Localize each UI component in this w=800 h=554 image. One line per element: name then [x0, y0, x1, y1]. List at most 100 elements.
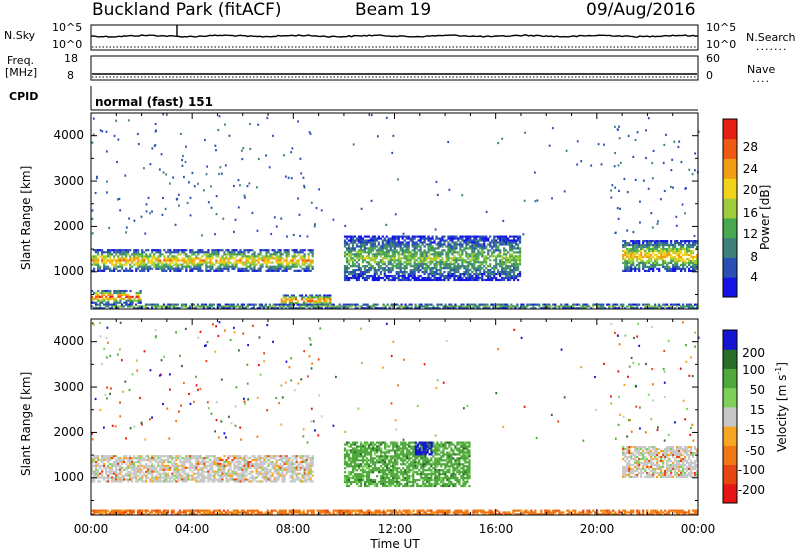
heatmap-cell — [343, 278, 347, 282]
heatmap-cell — [674, 251, 677, 255]
heatmap-cell — [189, 265, 192, 268]
heatmap-cell — [485, 257, 488, 260]
heatmap-cell — [199, 480, 202, 483]
heatmap-cell — [207, 472, 210, 475]
heatmap-cell — [381, 269, 384, 272]
heatmap-cell — [477, 257, 480, 260]
heatmap-cell — [419, 257, 422, 260]
heatmap-cell — [271, 472, 274, 475]
heatmap-cell — [325, 302, 328, 305]
heatmap-cell — [485, 274, 488, 278]
heatmap-cell — [455, 245, 458, 248]
heatmap-cell — [233, 457, 236, 460]
heatmap-cell — [361, 243, 365, 246]
heatmap-cell — [127, 474, 130, 477]
heatmap-cell — [381, 249, 384, 252]
heatmap-cell — [460, 307, 463, 310]
heatmap-cell — [213, 249, 216, 252]
heatmap-cell — [119, 472, 122, 475]
heatmap-cell — [666, 265, 669, 269]
heatmap-cell — [195, 478, 198, 481]
heatmap-cell — [107, 255, 110, 258]
heatmap-cell — [241, 478, 244, 481]
heatmap-cell — [491, 251, 494, 254]
heatmap-cell — [413, 271, 416, 274]
heatmap-cell — [217, 462, 220, 466]
heatmap-cell — [107, 253, 110, 256]
heatmap-cell — [574, 303, 577, 306]
heatmap-cell — [221, 466, 224, 469]
heatmap-cell — [507, 278, 510, 282]
heatmap-cell — [511, 255, 514, 258]
heatmap-cell — [125, 253, 128, 256]
heatmap-cell — [163, 472, 166, 475]
heatmap-cell — [194, 307, 198, 310]
heatmap-cell — [680, 247, 683, 251]
heatmap-cell — [334, 307, 337, 310]
heatmap-cell — [127, 119, 130, 122]
heatmap-cell — [125, 293, 128, 297]
heatmap-cell — [632, 249, 635, 253]
heatmap-cell — [470, 303, 473, 306]
heatmap-cell — [125, 455, 128, 458]
heatmap-cell — [678, 253, 681, 257]
heatmap-cell — [217, 265, 220, 268]
heatmap-cell — [357, 274, 361, 278]
heatmap-cell — [347, 255, 351, 258]
heatmap-cell — [149, 466, 152, 469]
heatmap-cell — [239, 476, 242, 479]
heatmap-cell — [572, 303, 575, 306]
heatmap-cell — [682, 253, 685, 257]
heatmap-cell — [690, 269, 693, 273]
heatmap-cell — [685, 187, 687, 190]
heatmap-cell — [524, 131, 527, 134]
heatmap-cell — [353, 263, 357, 266]
heatmap-cell — [415, 267, 418, 270]
heatmap-cell — [448, 303, 451, 306]
heatmap-cell — [433, 253, 436, 256]
heatmap-cell — [308, 303, 311, 306]
heatmap-cell — [283, 474, 286, 477]
heatmap-cell — [431, 245, 434, 248]
heatmap-cell — [106, 180, 108, 183]
heatmap-cell — [242, 307, 245, 310]
heatmap-cell — [467, 257, 470, 260]
heatmap-cell — [145, 470, 148, 473]
heatmap-cell — [187, 460, 190, 464]
heatmap-cell — [670, 253, 673, 257]
heatmap-cell — [93, 297, 96, 300]
heatmap-cell — [209, 259, 212, 262]
heatmap-cell — [177, 474, 180, 477]
heatmap-cell — [686, 249, 689, 253]
heatmap-cell — [115, 455, 118, 458]
heatmap-cell — [293, 466, 296, 469]
heatmap-cell — [131, 476, 134, 479]
heatmap-cell — [636, 267, 639, 271]
heatmap-cell — [223, 474, 226, 477]
heatmap-cell — [177, 478, 180, 481]
heatmap-cell — [203, 466, 206, 469]
heatmap-cell — [457, 271, 460, 274]
heatmap-cell — [241, 251, 244, 254]
heatmap-cell — [125, 249, 128, 252]
heatmap-cell — [275, 267, 278, 270]
heatmap-cell — [342, 303, 345, 306]
heatmap-cell — [164, 207, 167, 211]
heatmap-cell — [407, 251, 410, 254]
heatmap-cell — [241, 474, 244, 477]
heatmap-cell — [439, 259, 442, 262]
heatmap-cell — [349, 249, 353, 252]
heatmap-cell — [459, 274, 462, 278]
heatmap-cell — [253, 255, 256, 258]
heatmap-cell — [155, 257, 158, 260]
heatmap-cell — [417, 276, 420, 280]
heatmap-cell — [125, 255, 128, 258]
heatmap-cell — [123, 251, 126, 254]
heatmap-cell — [497, 269, 500, 272]
heatmap-cell — [197, 460, 200, 464]
heatmap-cell — [114, 303, 118, 306]
heatmap-cell — [139, 263, 142, 266]
heatmap-cell — [636, 242, 639, 245]
heatmap-cell — [313, 303, 316, 307]
heatmap-cell — [355, 272, 359, 276]
